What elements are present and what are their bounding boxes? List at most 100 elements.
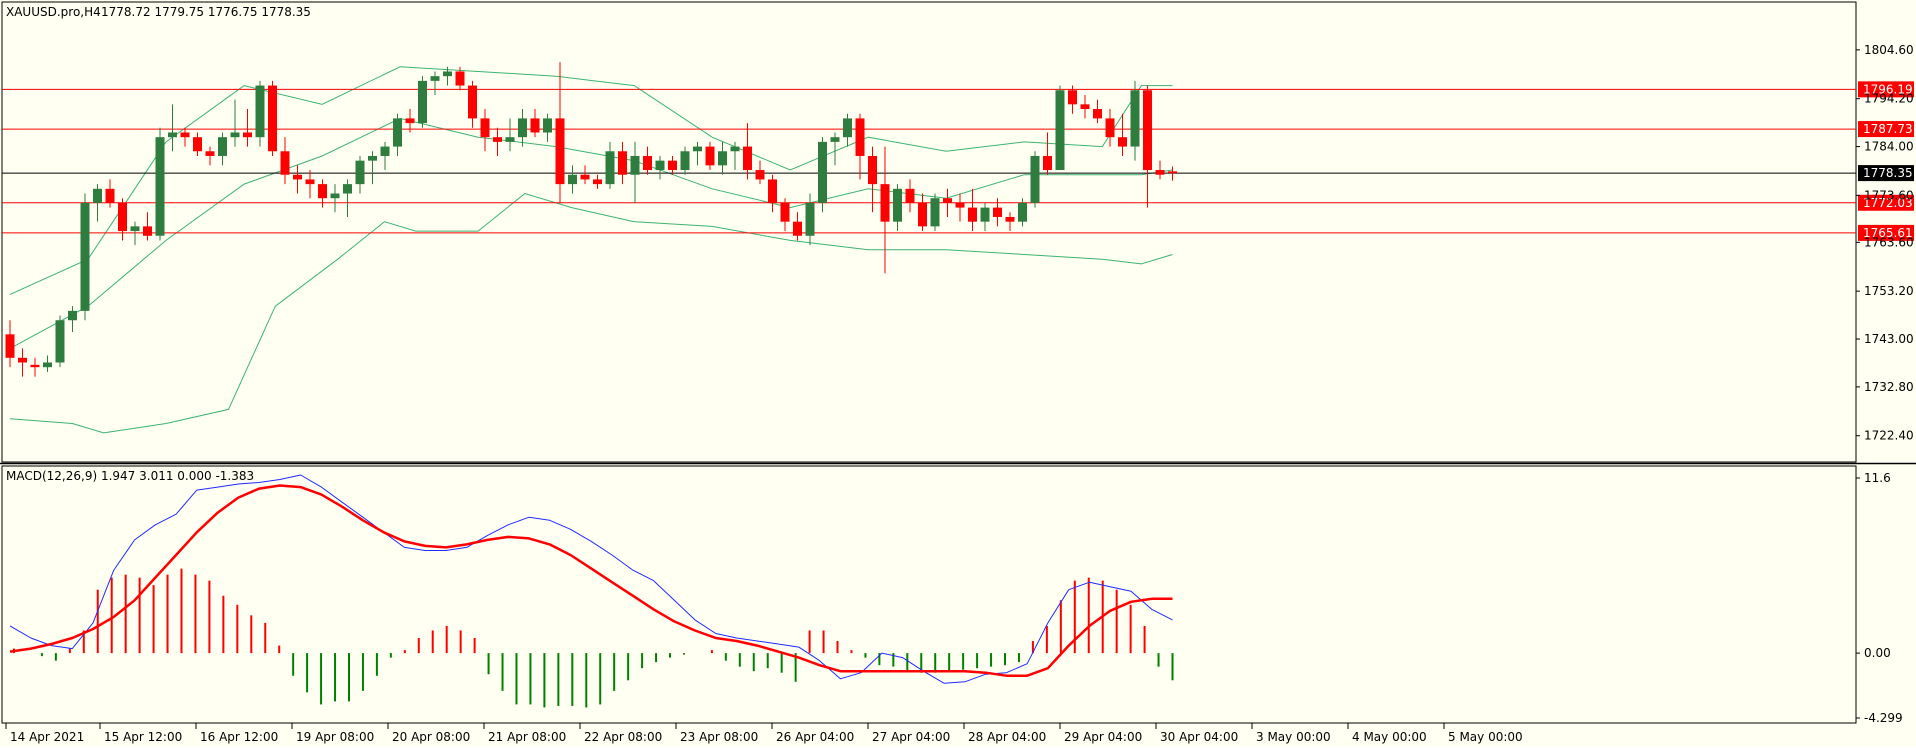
bear-candle — [1068, 90, 1077, 105]
bull-candle — [93, 188, 102, 203]
macd-lines — [9, 474, 1173, 684]
price-tick-label: 1794.20 — [1864, 92, 1914, 106]
bull-candle — [843, 118, 852, 138]
time-tick-label: 27 Apr 04:00 — [872, 730, 950, 744]
bull-candle — [380, 146, 390, 156]
price-levels: 1796.19 1787.73 1772.03 1765.61 1778.35 — [2, 81, 1914, 241]
bear-candle — [180, 132, 190, 138]
price-panel-frame — [1, 1, 1857, 463]
bull-candle — [980, 207, 990, 222]
time-tick-label: 16 Apr 12:00 — [200, 730, 278, 744]
bull-candle — [443, 71, 452, 77]
bear-candle — [293, 174, 302, 180]
time-tick-label: 29 Apr 04:00 — [1064, 730, 1142, 744]
bollinger-middle-line — [9, 117, 1173, 349]
bear-candle — [480, 118, 490, 138]
time-tick-label: 21 Apr 08:00 — [488, 730, 566, 744]
price-tick-label: 1804.60 — [1864, 43, 1914, 57]
bear-candle — [18, 357, 27, 363]
macd-tick-label: 0.00 — [1864, 646, 1891, 660]
bull-candle — [893, 188, 902, 222]
bull-candle — [830, 137, 840, 142]
bear-candle — [1105, 118, 1115, 138]
price-tick-label: 1722.40 — [1864, 429, 1914, 443]
level-tag-label: 1772.03 — [1863, 196, 1913, 210]
bear-candle — [1005, 216, 1015, 222]
bull-candle — [505, 137, 515, 142]
price-tick-label: 1743.00 — [1864, 332, 1914, 346]
price-tick-label: 1763.60 — [1864, 235, 1914, 249]
bear-candle — [968, 207, 977, 222]
bear-candle — [593, 179, 602, 185]
ohlc-label: 1778.72 1779.75 1776.75 1778.35 — [101, 5, 311, 19]
bull-candle — [368, 155, 377, 161]
level-tag — [1858, 121, 1914, 138]
bear-candle — [943, 198, 952, 203]
bear-candle — [580, 174, 590, 180]
bull-candle — [68, 310, 77, 321]
bear-candle — [5, 334, 15, 358]
bull-candle — [605, 151, 615, 185]
time-tick-label: 26 Apr 04:00 — [776, 730, 854, 744]
time-tick-label: 28 Apr 04:00 — [968, 730, 1046, 744]
bull-candle — [255, 85, 265, 138]
macd-panel-frame — [1, 465, 1857, 724]
bear-candle — [755, 170, 765, 180]
bull-candle — [568, 174, 577, 185]
time-tick-label: 30 Apr 04:00 — [1160, 730, 1238, 744]
bull-candle — [43, 362, 52, 368]
candlesticks — [5, 62, 1177, 377]
price-tick-label: 1753.20 — [1864, 284, 1914, 298]
level-tag-label: 1765.61 — [1863, 226, 1913, 240]
bull-candle — [518, 118, 527, 138]
bull-candle — [418, 80, 427, 124]
bear-candle — [193, 137, 202, 152]
bear-candle — [743, 146, 752, 171]
bear-candle — [955, 202, 965, 208]
bull-candle — [543, 118, 552, 133]
bear-candle — [905, 188, 915, 203]
bull-candle — [155, 137, 165, 236]
level-tag — [1858, 194, 1914, 211]
bear-candle — [305, 179, 315, 185]
price-axis: 1804.60 1794.20 1784.00 1773.60 1763.60 1753.… — [1856, 43, 1914, 443]
bear-candle — [118, 202, 127, 232]
time-tick-label: 20 Apr 08:00 — [392, 730, 470, 744]
macd-signal-line — [9, 484, 1173, 677]
bear-candle — [268, 85, 277, 152]
bear-candle — [793, 221, 802, 236]
current-price-tag — [1858, 165, 1914, 182]
bear-candle — [768, 179, 777, 203]
bull-candle — [330, 193, 340, 199]
bear-candle — [643, 155, 652, 171]
bollinger-lower-line — [9, 192, 1173, 434]
bear-candle — [880, 184, 890, 222]
bull-candle — [1055, 90, 1065, 171]
bear-candle — [493, 137, 502, 142]
current-price-label: 1778.35 — [1863, 166, 1913, 180]
bear-candle — [30, 364, 40, 368]
bear-candle — [780, 202, 790, 222]
bull-candle — [393, 118, 402, 147]
bear-candle — [868, 155, 877, 185]
bear-candle — [993, 207, 1002, 217]
price-tick-label: 1773.60 — [1864, 188, 1914, 202]
bull-candle — [718, 151, 727, 166]
bull-candle — [430, 76, 440, 81]
time-tick-label: 4 May 00:00 — [1352, 730, 1427, 744]
time-tick-label: 3 May 00:00 — [1256, 730, 1331, 744]
macd-tick-label: -4.299 — [1864, 711, 1903, 725]
bull-candle — [680, 151, 690, 171]
bear-candle — [468, 85, 477, 119]
macd-tick-label: 11.6 — [1864, 471, 1891, 485]
price-tick-label: 1732.80 — [1864, 380, 1914, 394]
symbol-label: XAUUSD.pro,H4 — [6, 5, 101, 19]
bull-candle — [1018, 202, 1027, 222]
bear-candle — [105, 188, 115, 203]
time-axis: 14 Apr 2021 15 Apr 12:00 16 Apr 12:00 19 Ap… — [5, 723, 1523, 744]
macd-main-line — [9, 474, 1173, 684]
bear-candle — [618, 151, 627, 175]
level-tag-label: 1787.73 — [1863, 122, 1913, 136]
